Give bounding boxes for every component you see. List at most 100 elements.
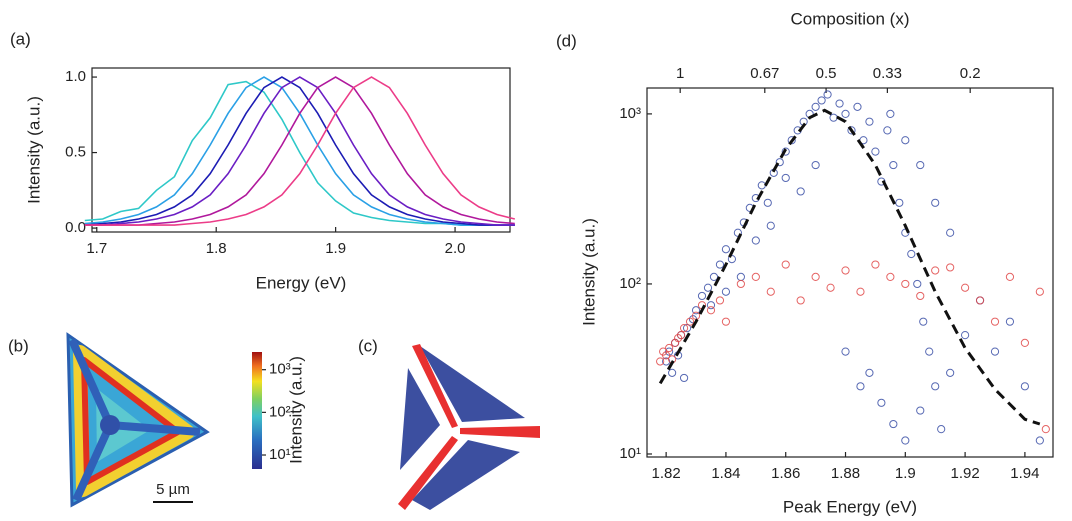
data-point — [697, 291, 707, 301]
y-tick-label: 10¹ — [619, 445, 641, 462]
data-point — [709, 272, 719, 282]
data-point — [706, 301, 716, 310]
data-point — [811, 272, 820, 282]
x-tick-label: 1.86 — [771, 465, 800, 482]
data-point — [916, 160, 925, 170]
x2-tick-label: 0.2 — [960, 65, 981, 82]
x2-tick-label: 1 — [676, 65, 684, 82]
data-point — [895, 198, 904, 207]
heatmap-image — [66, 332, 210, 508]
data-point — [886, 272, 895, 282]
data-point — [1020, 338, 1029, 348]
data-point — [781, 260, 790, 269]
data-point — [913, 279, 922, 289]
data-point — [856, 382, 865, 391]
data-point — [751, 236, 760, 245]
data-point — [766, 287, 775, 296]
panel-label: (d) — [556, 31, 577, 50]
data-point — [823, 90, 832, 99]
data-point — [916, 406, 925, 415]
data-point — [703, 283, 713, 292]
panel-label: (a) — [10, 29, 31, 48]
data-point — [736, 272, 745, 282]
x-tick-label: 1.94 — [1010, 465, 1039, 482]
data-point — [656, 357, 665, 366]
panel-label: (c) — [358, 336, 378, 355]
colorbar-tick-label: 10¹ — [269, 446, 291, 463]
data-point — [662, 351, 671, 360]
x-tick-label: 1.9 — [895, 465, 916, 482]
data-point — [975, 296, 985, 305]
data-point — [931, 266, 940, 275]
y-tick-label: 10³ — [619, 105, 641, 122]
data-point — [946, 368, 955, 377]
data-point — [990, 317, 1000, 326]
data-point — [665, 343, 674, 353]
x-tick-label: 1.88 — [831, 465, 860, 482]
data-point — [736, 279, 745, 289]
y-axis-title: Intensity (a.u.) — [24, 96, 43, 204]
data-point — [733, 228, 742, 237]
data-point — [871, 147, 880, 156]
data-point — [856, 287, 865, 296]
data-point — [679, 323, 689, 333]
spectrum-line — [84, 76, 515, 226]
data-point — [676, 331, 686, 340]
data-point — [937, 425, 946, 434]
data-point — [841, 266, 850, 275]
data-point — [721, 287, 731, 296]
data-point — [946, 228, 955, 237]
data-point — [796, 296, 805, 305]
data-point — [990, 347, 1000, 356]
data-point — [757, 181, 766, 190]
x-axis-title: Peak Energy (eV) — [783, 497, 917, 516]
data-point — [841, 109, 850, 118]
data-point — [889, 419, 898, 429]
data-point — [865, 368, 874, 377]
data-point — [886, 109, 895, 118]
data-point — [835, 99, 844, 108]
domain-image — [398, 344, 540, 510]
data-point — [841, 347, 850, 356]
data-point — [889, 160, 898, 170]
data-point — [865, 117, 874, 126]
x2-tick-label: 0.33 — [873, 65, 902, 82]
data-point — [715, 296, 725, 305]
data-point — [946, 263, 955, 272]
data-point — [811, 160, 820, 170]
data-point — [1020, 382, 1029, 391]
y-tick-label: 0.0 — [65, 219, 86, 236]
data-point — [931, 382, 940, 391]
data-point — [826, 283, 835, 292]
data-point — [673, 334, 683, 343]
data-point — [775, 158, 784, 167]
data-point — [1035, 436, 1044, 445]
data-point — [1005, 272, 1015, 282]
data-point — [796, 187, 805, 196]
data-point — [1035, 287, 1044, 296]
data-point — [817, 96, 826, 105]
y-tick-label: 0.5 — [65, 144, 86, 161]
data-point — [901, 436, 910, 445]
spectrum-line — [84, 76, 515, 226]
data-point — [682, 323, 692, 333]
data-point — [871, 260, 880, 269]
x-tick-label: 2.0 — [445, 240, 466, 257]
data-point — [685, 317, 695, 326]
x-tick-label: 1.82 — [652, 465, 681, 482]
spectrum-line — [84, 76, 515, 226]
data-point — [691, 306, 701, 315]
data-point — [1005, 317, 1015, 326]
x2-tick-label: 0.67 — [750, 65, 779, 82]
x2-tick-label: 0.5 — [816, 65, 837, 82]
fit-line — [658, 108, 1041, 426]
colorbar — [252, 352, 262, 469]
data-point — [1041, 425, 1050, 434]
data-point — [901, 136, 910, 145]
colorbar-tick-label: 10² — [269, 403, 291, 420]
data-point — [907, 249, 916, 259]
data-point — [715, 260, 725, 269]
data-point — [916, 291, 925, 301]
